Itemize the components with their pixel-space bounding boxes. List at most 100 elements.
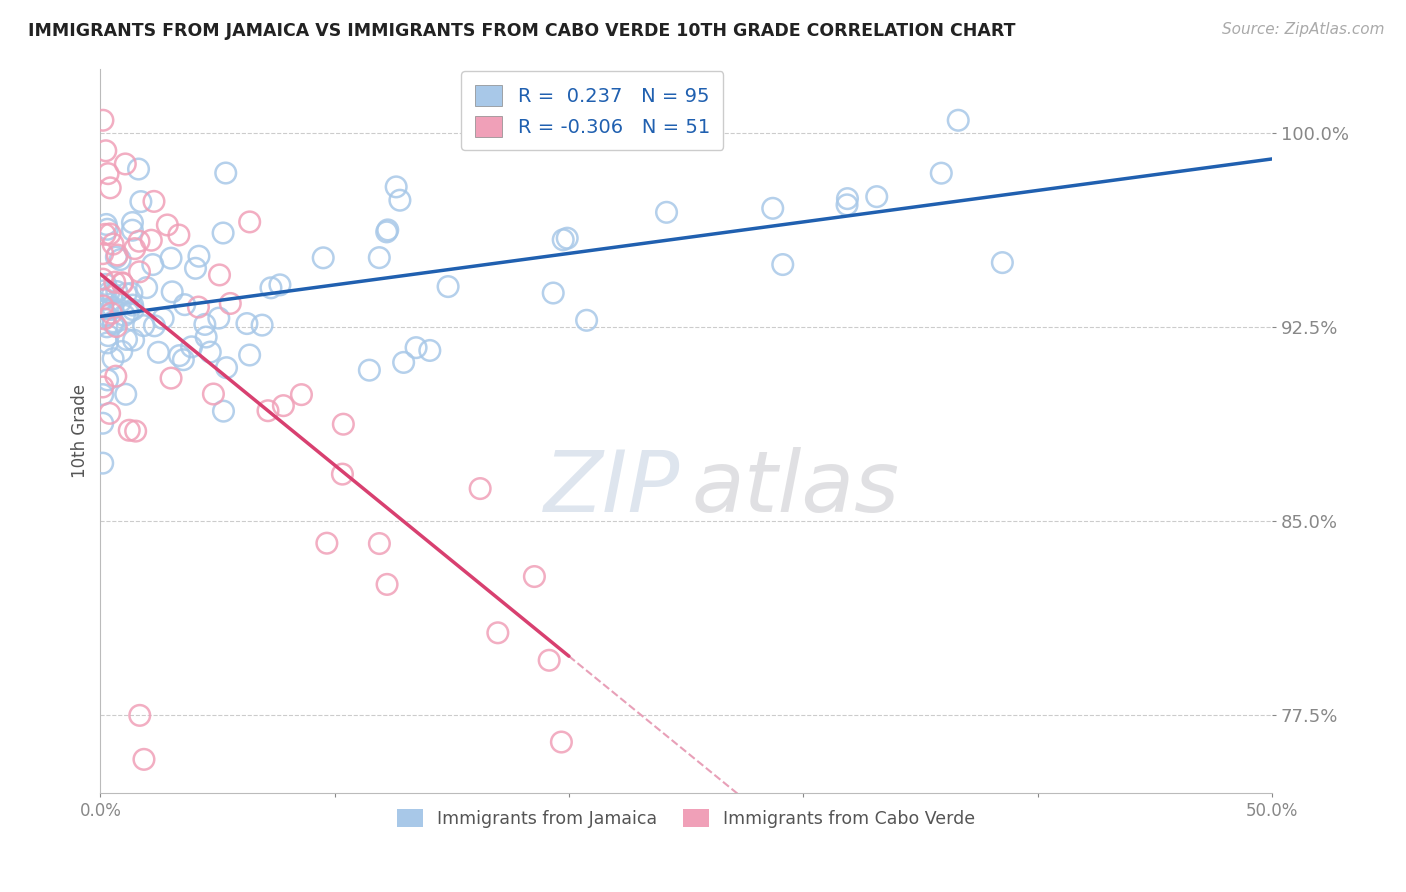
Point — [96, 222, 118, 236]
Point — [575, 313, 598, 327]
Point — [948, 113, 970, 128]
Point — [105, 248, 128, 262]
Point — [94, 277, 117, 292]
Point — [437, 279, 460, 293]
Point — [94, 292, 117, 306]
Point — [215, 360, 238, 375]
Point — [111, 344, 134, 359]
Point — [121, 215, 143, 229]
Point — [98, 227, 121, 241]
Point — [180, 340, 202, 354]
Point — [167, 227, 190, 242]
Point — [250, 318, 273, 332]
Point — [835, 198, 858, 212]
Point — [100, 302, 122, 317]
Point — [128, 708, 150, 723]
Point — [91, 387, 114, 401]
Point — [991, 255, 1014, 269]
Point — [315, 536, 337, 550]
Point — [97, 167, 120, 181]
Point — [91, 299, 114, 313]
Point — [236, 317, 259, 331]
Point — [555, 231, 578, 245]
Point — [172, 352, 194, 367]
Point — [118, 423, 141, 437]
Point — [290, 387, 312, 401]
Point — [135, 280, 157, 294]
Point — [195, 330, 218, 344]
Point — [866, 189, 889, 203]
Point — [143, 318, 166, 333]
Point — [160, 251, 183, 265]
Point — [184, 261, 207, 276]
Point — [148, 345, 170, 359]
Point — [132, 752, 155, 766]
Point — [91, 456, 114, 470]
Point — [112, 309, 135, 323]
Point — [114, 387, 136, 401]
Text: Source: ZipAtlas.com: Source: ZipAtlas.com — [1222, 22, 1385, 37]
Text: IMMIGRANTS FROM JAMAICA VS IMMIGRANTS FROM CABO VERDE 10TH GRADE CORRELATION CHA: IMMIGRANTS FROM JAMAICA VS IMMIGRANTS FR… — [28, 22, 1015, 40]
Point — [98, 406, 121, 420]
Point — [115, 286, 138, 301]
Point — [97, 285, 120, 300]
Point — [94, 227, 117, 242]
Point — [762, 202, 785, 216]
Point — [212, 404, 235, 418]
Point — [212, 226, 235, 240]
Point — [419, 343, 441, 358]
Point — [96, 373, 118, 387]
Point — [375, 577, 398, 591]
Point — [837, 192, 859, 206]
Point — [312, 251, 335, 265]
Text: ZIP: ZIP — [544, 447, 681, 530]
Point — [160, 371, 183, 385]
Point — [93, 311, 115, 326]
Point — [128, 265, 150, 279]
Point — [269, 277, 291, 292]
Point — [368, 536, 391, 550]
Point — [114, 157, 136, 171]
Point — [128, 234, 150, 248]
Point — [96, 335, 118, 350]
Point — [772, 258, 794, 272]
Point — [93, 284, 115, 298]
Point — [111, 277, 134, 291]
Point — [273, 399, 295, 413]
Point — [470, 482, 492, 496]
Point — [208, 311, 231, 326]
Point — [550, 735, 572, 749]
Point — [152, 311, 174, 326]
Point — [405, 341, 427, 355]
Point — [160, 285, 183, 299]
Point — [187, 249, 209, 263]
Point — [215, 166, 238, 180]
Point — [91, 113, 114, 128]
Point — [100, 306, 122, 320]
Point — [101, 351, 124, 366]
Point — [115, 333, 138, 347]
Point — [187, 300, 209, 314]
Point — [359, 363, 381, 377]
Point — [332, 467, 354, 482]
Point — [655, 205, 678, 219]
Point — [128, 162, 150, 177]
Point — [121, 298, 143, 312]
Point — [929, 166, 952, 180]
Point — [141, 233, 163, 247]
Point — [124, 242, 146, 256]
Point — [392, 355, 415, 369]
Point — [200, 345, 222, 359]
Point — [105, 285, 128, 299]
Point — [169, 349, 191, 363]
Point — [104, 275, 127, 289]
Point — [553, 233, 575, 247]
Point — [173, 298, 195, 312]
Point — [91, 246, 114, 260]
Point — [101, 287, 124, 301]
Point — [368, 251, 391, 265]
Point — [110, 252, 132, 267]
Point — [121, 223, 143, 237]
Point — [121, 286, 143, 301]
Point — [117, 305, 139, 319]
